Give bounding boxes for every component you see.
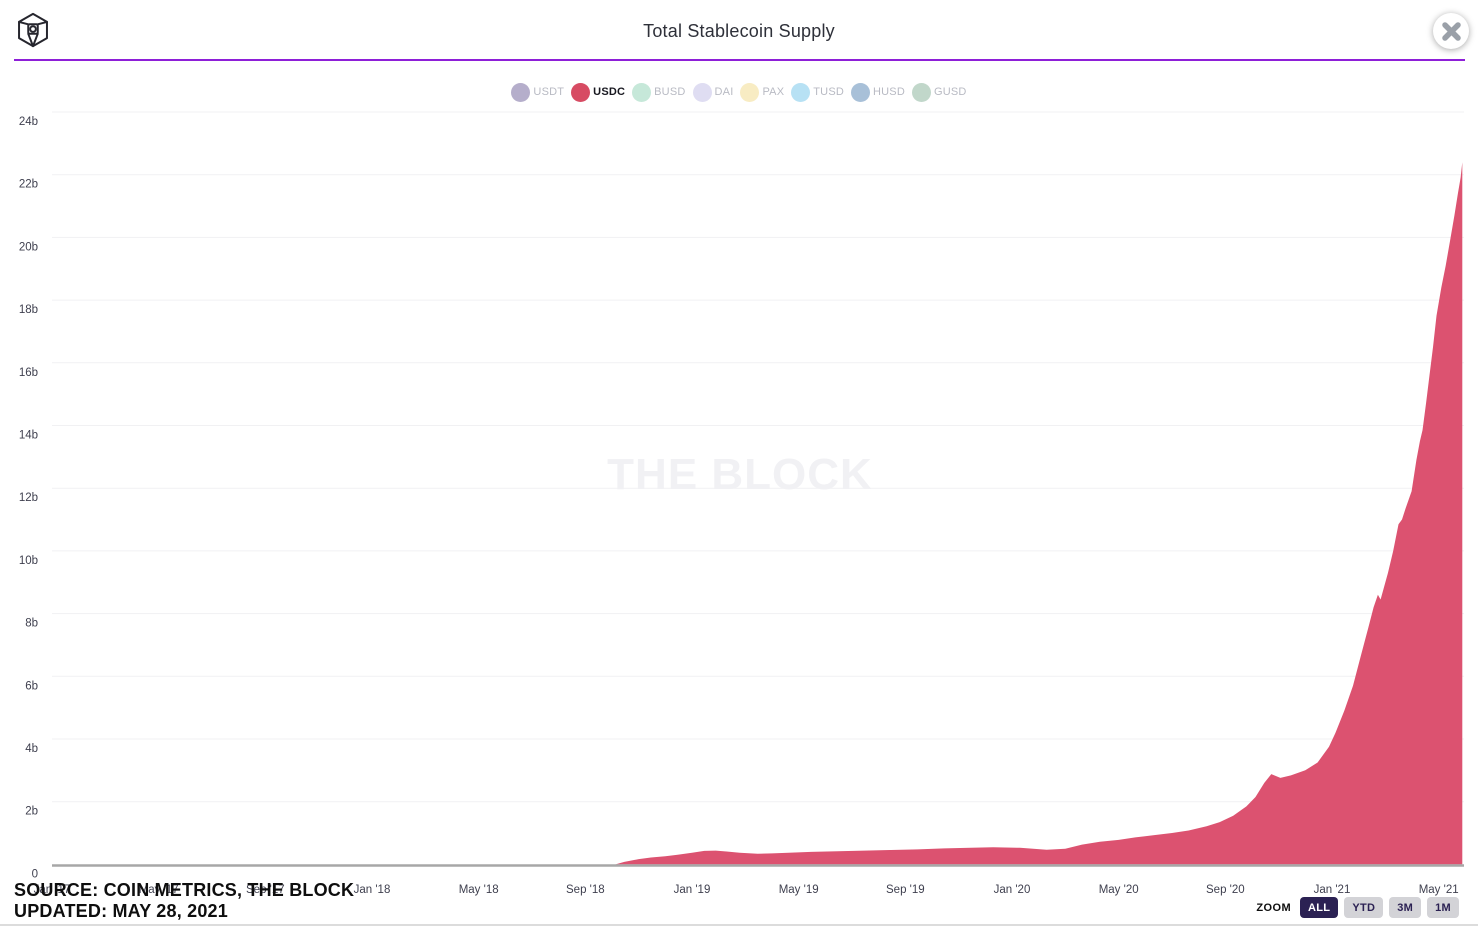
legend-item-usdc[interactable]: USDC [571,82,626,102]
y-axis-tick-label: 18b [19,304,38,316]
x-axis-tick-label: May '17 [139,884,179,896]
legend-dot-icon [692,82,712,102]
legend-dot-icon [632,82,652,102]
legend-item-label: GUSD [933,86,967,98]
close-button[interactable] [1433,13,1469,49]
legend-item-label: BUSD [654,86,686,98]
zoom-range-button-3m[interactable]: 3M [1389,897,1422,918]
x-axis-tick-label: May '20 [1099,884,1139,896]
x-axis-tick-label: Sep '18 [566,884,605,896]
x-axis-tick-label: Jan '17 [34,884,71,896]
y-axis-tick-label: 24b [19,116,38,128]
legend-item-label: PAX [762,86,785,98]
zoom-range-button-1m[interactable]: 1M [1427,897,1459,918]
legend-item-usdt[interactable]: USDT [511,82,565,102]
legend-item-label: HUSD [873,86,905,98]
widget-header: Total Stablecoin Supply [0,0,1478,60]
zoom-range-button-ytd[interactable]: YTD [1344,897,1384,918]
legend-item-tusd[interactable]: TUSD [791,82,844,102]
legend-item-label: USDC [593,86,626,98]
watermark: THE BLOCK [607,450,873,499]
zoom-range-button-all[interactable]: ALL [1300,897,1339,918]
the-block-logo-icon [18,12,48,48]
legend-dot-icon [740,82,760,102]
x-axis-tick-label: Jan '20 [994,884,1031,896]
x-axis-tick-label: May '21 [1419,884,1459,896]
x-axis-tick-label: Jan '21 [1314,884,1351,896]
legend-item-busd[interactable]: BUSD [632,82,686,102]
x-axis-tick-label: May '18 [459,884,499,896]
area-series-usdc[interactable] [52,162,1463,865]
bottom-border [0,924,1478,926]
updated-line: UPDATED: MAY 28, 2021 [14,901,228,921]
legend-item-pax[interactable]: PAX [740,82,785,102]
legend-item-dai[interactable]: DAI [692,82,734,102]
y-axis-tick-label: 16b [19,367,38,379]
x-axis-tick-label: Jan '18 [354,884,391,896]
legend-dot-icon [851,82,870,102]
legend-item-husd[interactable]: HUSD [851,82,905,102]
x-axis-tick-label: Sep '17 [246,884,285,896]
y-axis-tick-label: 20b [19,241,38,253]
y-axis-tick-label: 2b [25,806,38,818]
legend-dot-icon [571,82,591,102]
y-axis-tick-label: 6b [25,680,38,692]
y-axis-tick-label: 10b [19,555,38,567]
close-icon [1441,21,1461,41]
x-axis-tick-label: Sep '19 [886,884,925,896]
legend-dot-icon [911,82,931,102]
zoom-label: ZOOM [1256,901,1292,914]
legend-item-label: TUSD [813,86,844,98]
x-axis-tick-label: May '19 [779,884,819,896]
legend-dot-icon [791,82,811,102]
y-axis-tick-label: 4b [25,743,38,755]
y-axis-tick-label: 14b [19,430,38,442]
page-title: Total Stablecoin Supply [643,21,835,41]
y-axis-tick-label: 0 [32,868,38,880]
y-axis-tick-label: 12b [19,492,38,504]
legend-item-label: DAI [714,86,734,98]
source-line: SOURCE: COIN METRICS, THE BLOCK [14,880,355,900]
legend-dot-icon [511,82,531,102]
x-axis-tick-label: Sep '20 [1206,884,1245,896]
legend-item-label: USDT [533,86,565,98]
legend-item-gusd[interactable]: GUSD [911,82,967,102]
source-attribution: SOURCE: COIN METRICS, THE BLOCK UPDATED:… [14,880,354,922]
y-axis-tick-label: 8b [25,618,38,630]
zoom-controls: ZOOM ALL YTD 3M 1M [1256,897,1459,918]
header-divider [14,59,1465,61]
x-axis-tick-label: Jan '19 [674,884,711,896]
chart-legend: USDT USDC BUSD DAI PAX TUSD HUSD GUSD [0,81,1478,103]
y-axis-tick-label: 22b [19,179,38,191]
